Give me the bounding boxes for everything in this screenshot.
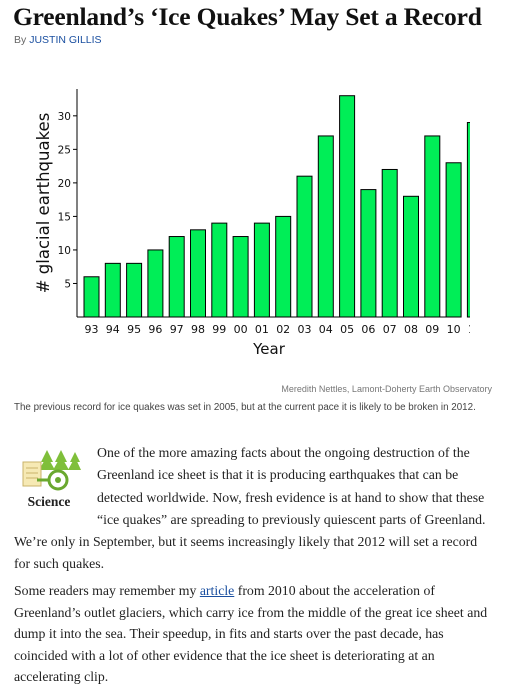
chart-credit: Meredith Nettles, Lamont-Doherty Earth O… — [281, 384, 492, 394]
science-lab-icon[interactable] — [17, 448, 81, 501]
bar — [296, 175, 313, 318]
chart-plot: 5 10 15 20 25 30 93 94 95 96 97 98 99 00 01 02 03 04 05 06 0… — [58, 89, 470, 369]
x-tick-label: 05 — [340, 323, 354, 336]
bar — [360, 189, 377, 318]
headline: Greenland’s ‘Ice Quakes’ May Set a Recor… — [13, 2, 482, 31]
x-axis-label: Year — [252, 340, 286, 358]
x-tick-label: 03 — [298, 323, 312, 336]
logo-spacer — [14, 442, 97, 530]
bar — [104, 262, 121, 318]
bar — [445, 162, 462, 318]
x-tick-label: 95 — [127, 323, 141, 336]
bar — [317, 135, 334, 318]
x-tick-label: 07 — [383, 323, 397, 336]
y-tick-label: 20 — [58, 178, 71, 190]
y-tick-label: 30 — [58, 111, 71, 123]
article-link[interactable]: article — [199, 583, 235, 598]
bar — [147, 249, 164, 318]
x-tick-label: 02 — [276, 323, 290, 336]
bar — [168, 236, 185, 318]
chart-caption: The previous record for ice quakes was s… — [14, 402, 476, 413]
byline: By JUSTIN GILLIS — [14, 34, 102, 46]
bar — [466, 122, 470, 318]
bar — [339, 95, 356, 318]
body-paragraph-2-start: Some readers may remember my — [14, 583, 200, 598]
bar — [275, 215, 292, 318]
body-paragraph-2-end: from 2010 about the acceleration of Gree… — [14, 583, 488, 684]
y-tick-label: 10 — [58, 245, 71, 257]
bar — [211, 222, 228, 318]
author-link[interactable]: JUSTIN GILLIS — [29, 34, 102, 46]
y-tick-label: 15 — [58, 211, 71, 223]
glacial-earthquakes-chart: 5 10 15 20 25 30 93 94 95 96 97 98 99 00 01 02 03 04 05 06 0… — [34, 89, 470, 369]
section-label[interactable]: Science — [27, 494, 71, 509]
x-tick-label: 09 — [425, 323, 439, 336]
y-tick-label: 5 — [64, 278, 71, 290]
x-tick-label: 06 — [361, 323, 375, 336]
x-tick-label: 10 — [447, 323, 461, 336]
x-tick-label: 93 — [85, 323, 99, 336]
x-tick-label: 01 — [255, 323, 269, 336]
x-tick-label: 04 — [319, 323, 333, 336]
x-tick-label: 98 — [191, 323, 205, 336]
bar — [424, 135, 441, 318]
bar — [403, 195, 419, 318]
y-tick-label: 25 — [58, 144, 71, 156]
x-tick-label: 08 — [404, 323, 418, 336]
x-tick-label: 11 — [468, 323, 470, 336]
body-paragraph-1: One of the more amazing facts about the … — [14, 442, 494, 576]
bar — [381, 168, 398, 318]
x-tick-label: 96 — [148, 323, 162, 336]
y-axis-label: # glacial earthquakes — [34, 113, 53, 294]
bar — [232, 236, 249, 318]
bar — [253, 222, 270, 318]
bar — [83, 276, 100, 318]
body-paragraph-1-text: One of the more amazing facts about the … — [14, 445, 486, 572]
body-paragraph-2: Some readers may remember my article fro… — [14, 580, 492, 688]
x-tick-label: 94 — [106, 323, 120, 336]
x-tick-label: 00 — [234, 323, 248, 336]
x-tick-label: 99 — [212, 323, 226, 336]
bar — [190, 229, 206, 318]
byline-prefix: By — [14, 34, 27, 46]
x-tick-label: 97 — [170, 323, 184, 336]
bar — [126, 262, 143, 318]
